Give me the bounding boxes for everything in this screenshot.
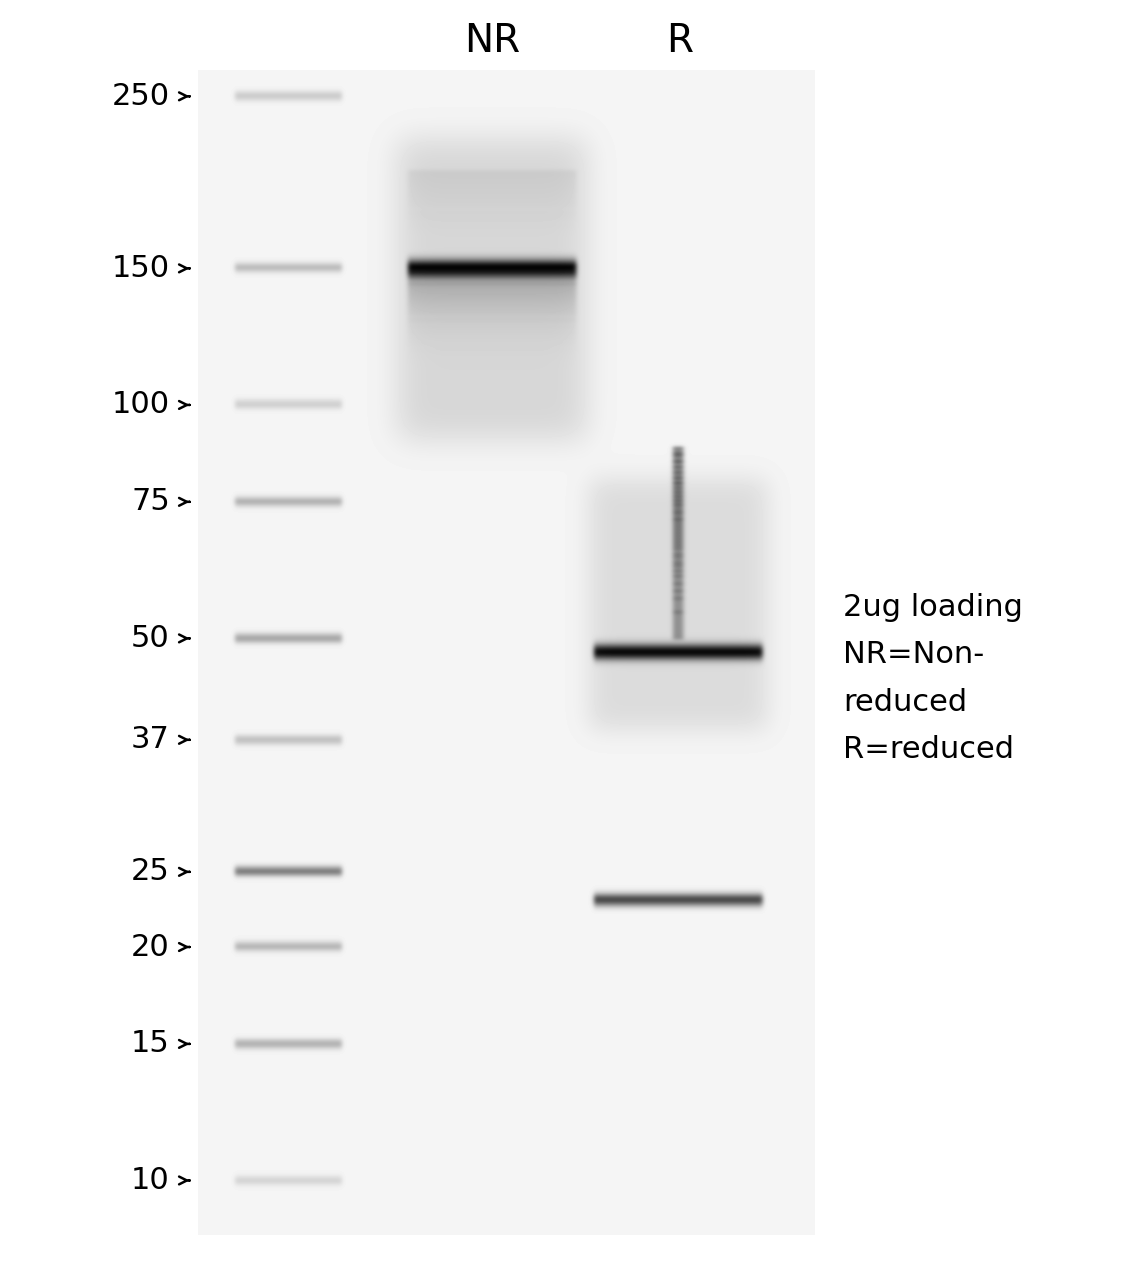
- Text: 20: 20: [131, 933, 170, 961]
- Text: NR: NR: [464, 22, 521, 60]
- Text: 25: 25: [131, 858, 170, 886]
- Text: 250: 250: [112, 82, 170, 111]
- Text: 15: 15: [131, 1029, 170, 1059]
- Text: 50: 50: [131, 623, 170, 653]
- Text: 75: 75: [131, 488, 170, 516]
- Text: 150: 150: [112, 253, 170, 283]
- Text: 37: 37: [131, 726, 170, 754]
- Text: 2ug loading
NR=Non-
reduced
R=reduced: 2ug loading NR=Non- reduced R=reduced: [843, 593, 1023, 764]
- Text: 10: 10: [131, 1166, 170, 1196]
- Text: R: R: [666, 22, 693, 60]
- Text: 100: 100: [112, 390, 170, 420]
